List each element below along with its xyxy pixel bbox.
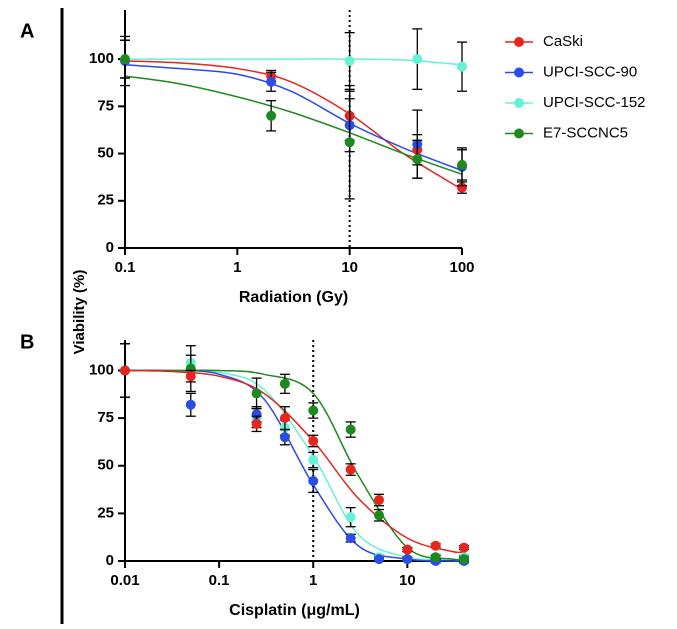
y-tick-label: 100 [89, 361, 114, 378]
data-point [185, 399, 196, 410]
legend-label: CaSki [543, 33, 583, 50]
data-point [251, 388, 262, 399]
data-point [402, 544, 413, 555]
y-tick-label: 0 [106, 239, 114, 256]
x-tick-label: 0.1 [115, 259, 136, 276]
x-axis-title: Cisplatin (μg/mL) [229, 602, 360, 619]
data-point [344, 137, 355, 148]
data-point [345, 464, 356, 475]
data-point [459, 542, 469, 553]
legend-label: E7-SCCNC5 [543, 124, 628, 141]
legend-marker [514, 67, 524, 78]
x-tick-label: 10 [341, 259, 358, 276]
data-point [279, 432, 290, 443]
legend-label: UPCI-SCC-90 [543, 63, 637, 80]
data-point [412, 54, 423, 65]
fit-curve [124, 369, 465, 554]
data-point [266, 76, 277, 87]
panel-label: B [20, 331, 34, 353]
fit-curve [125, 369, 465, 561]
data-point [120, 365, 130, 376]
data-point [308, 475, 319, 486]
panel-label: A [20, 20, 34, 42]
fit-curve [124, 58, 463, 66]
y-tick-label: 75 [97, 409, 114, 426]
fit-curve [124, 369, 465, 562]
data-point [251, 418, 262, 429]
x-tick-label: 1 [233, 259, 241, 276]
data-point [457, 61, 467, 72]
data-point [457, 159, 467, 170]
data-point [185, 371, 196, 382]
data-point [345, 512, 356, 523]
data-point [120, 54, 130, 65]
data-point [374, 495, 385, 506]
x-tick-label: 10 [399, 572, 416, 589]
legend-marker [514, 128, 524, 139]
y-axis-title: Viability (%) [71, 270, 88, 355]
y-tick-label: 25 [97, 192, 114, 209]
legend-label: UPCI-SCC-152 [543, 94, 646, 111]
data-point [308, 455, 319, 466]
x-tick-label: 0.1 [209, 572, 230, 589]
fit-curve [124, 64, 463, 172]
legend-marker [514, 37, 524, 47]
y-tick-label: 100 [89, 50, 114, 67]
data-point [345, 533, 356, 544]
data-point [308, 405, 319, 416]
legend-marker [514, 98, 524, 108]
data-point [279, 413, 290, 424]
x-tick-label: 1 [309, 572, 317, 589]
y-tick-label: 75 [97, 97, 114, 114]
data-point [459, 554, 469, 565]
y-tick-label: 25 [97, 504, 114, 521]
fit-curve [124, 369, 465, 561]
data-point [374, 510, 385, 521]
data-point [374, 554, 385, 565]
y-tick-label: 50 [97, 457, 114, 474]
x-axis-title: Radiation (Gy) [239, 289, 348, 306]
data-point [345, 424, 356, 435]
x-tick-label: 0.01 [110, 572, 139, 589]
x-tick-label: 100 [449, 259, 474, 276]
data-point [279, 378, 290, 389]
y-tick-label: 50 [97, 145, 114, 162]
fit-curve [124, 60, 463, 191]
data-point [308, 435, 319, 446]
data-point [266, 110, 277, 121]
data-point [430, 540, 441, 551]
fit-curve [124, 75, 463, 176]
data-point [430, 552, 441, 563]
data-point [344, 56, 355, 66]
data-point [412, 154, 423, 165]
data-point [402, 554, 413, 565]
y-tick-label: 0 [106, 552, 114, 569]
